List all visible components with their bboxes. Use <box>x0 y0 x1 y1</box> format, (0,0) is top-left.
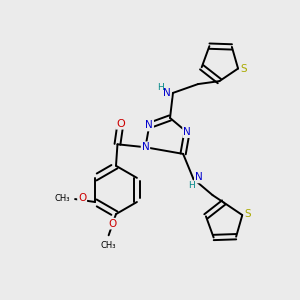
Text: O: O <box>109 219 117 229</box>
Text: CH₃: CH₃ <box>54 194 70 203</box>
Text: CH₃: CH₃ <box>101 241 116 250</box>
Text: N: N <box>195 172 203 182</box>
Text: H: H <box>189 181 195 190</box>
Text: N: N <box>142 142 149 152</box>
Text: N: N <box>163 88 170 98</box>
Text: S: S <box>240 64 247 74</box>
Text: H: H <box>157 83 164 92</box>
Text: S: S <box>244 208 251 219</box>
Text: O: O <box>116 119 125 129</box>
Text: O: O <box>78 194 86 203</box>
Text: N: N <box>146 121 153 130</box>
Text: N: N <box>183 127 191 137</box>
